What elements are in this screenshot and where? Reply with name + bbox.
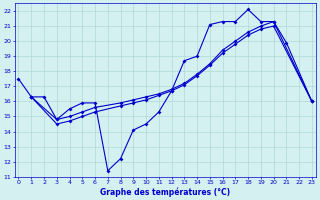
X-axis label: Graphe des températures (°C): Graphe des températures (°C)	[100, 187, 230, 197]
